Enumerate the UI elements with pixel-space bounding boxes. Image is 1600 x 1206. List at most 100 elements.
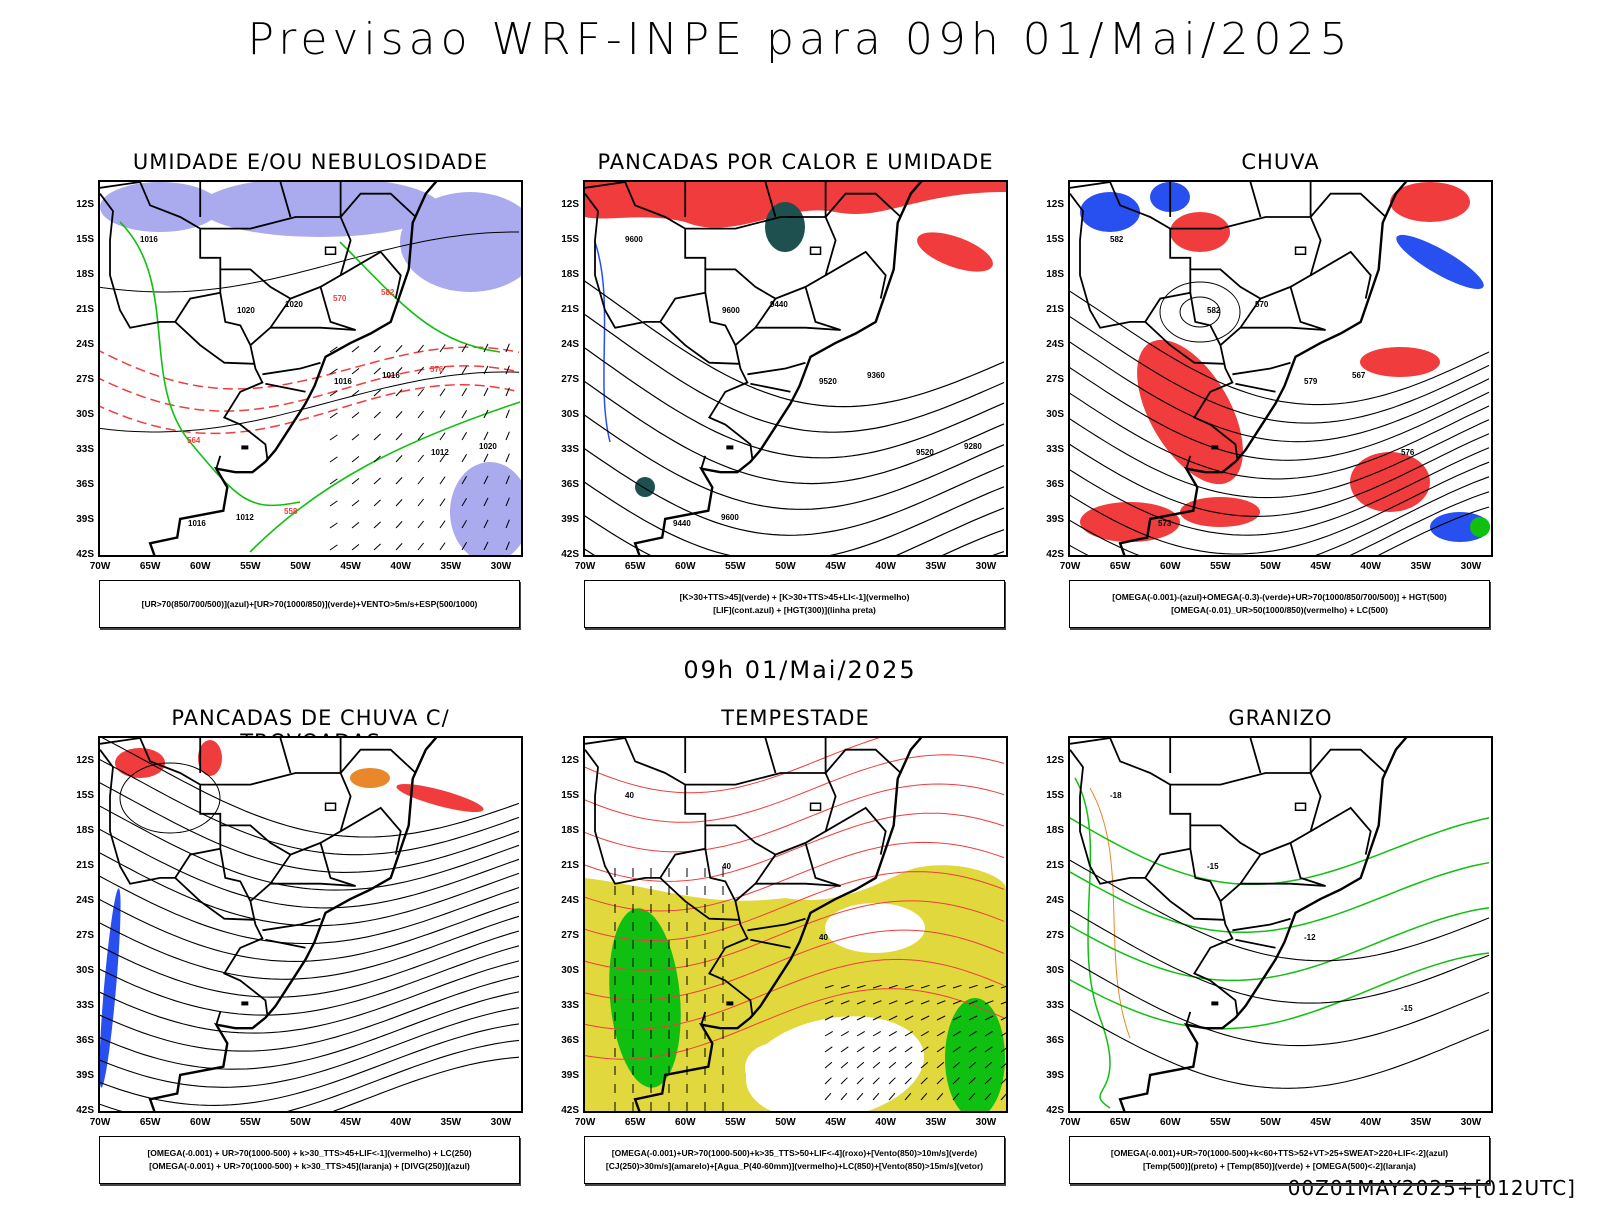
lat-tick-label: 21S bbox=[561, 304, 579, 316]
lon-tick-label: 30W bbox=[975, 561, 997, 572]
shaded-region bbox=[1396, 234, 1484, 290]
shaded-region bbox=[585, 182, 1006, 228]
border-line bbox=[279, 738, 292, 774]
wind-vector bbox=[373, 543, 381, 551]
wind-vector bbox=[856, 1092, 864, 1101]
lat-tick-label: 27S bbox=[1046, 930, 1064, 942]
wind-vector bbox=[329, 478, 338, 485]
contour-line bbox=[1070, 316, 1490, 424]
border-line bbox=[340, 250, 402, 299]
wind-vector bbox=[856, 1030, 865, 1037]
lat-tick-label: 36S bbox=[76, 479, 94, 491]
border-line bbox=[755, 326, 841, 331]
border-line bbox=[200, 772, 352, 856]
lat-tick-label: 12S bbox=[76, 755, 94, 767]
lon-tick-label: 65W bbox=[624, 561, 646, 572]
lon-tick-label: 55W bbox=[725, 561, 746, 572]
panel-title: UMIDADE E/OU NEBULOSIDADE bbox=[132, 150, 489, 174]
lon-tick-label: 60W bbox=[1159, 561, 1181, 572]
border-line bbox=[1170, 216, 1322, 300]
lat-tick-label: 12S bbox=[561, 755, 579, 767]
lon-tick-label: 65W bbox=[139, 561, 161, 572]
contour-line bbox=[585, 347, 1005, 459]
wind-vector bbox=[505, 453, 510, 463]
contour-line bbox=[101, 738, 520, 838]
lon-tick-label: 70W bbox=[574, 1117, 596, 1128]
wind-vector bbox=[417, 498, 424, 507]
wind-vector bbox=[483, 387, 489, 397]
contour-line bbox=[585, 313, 1005, 433]
lat-tick-label: 12S bbox=[1046, 755, 1064, 767]
contour-line bbox=[585, 414, 1005, 510]
wind-vector bbox=[840, 1000, 850, 1005]
wind-vector bbox=[439, 498, 446, 507]
wind-vector bbox=[920, 984, 930, 989]
lon-tick-label: 40W bbox=[390, 1117, 411, 1128]
wind-vector bbox=[417, 454, 424, 463]
reservoir bbox=[324, 246, 337, 256]
lon-tick-label: 40W bbox=[875, 1117, 896, 1128]
wind-vector bbox=[952, 1092, 960, 1101]
lon-tick-label: 60W bbox=[189, 1117, 211, 1128]
wind-vector bbox=[461, 541, 468, 551]
wind-vector bbox=[840, 1061, 849, 1069]
wind-vector bbox=[351, 478, 360, 485]
border-line bbox=[1309, 192, 1387, 218]
contour-label: 576 bbox=[430, 365, 444, 374]
contour-line bbox=[100, 1007, 520, 1088]
lat-tick-label: 33S bbox=[76, 1000, 94, 1012]
map-panel-tempestade: TEMPESTADE 40 40 40 12S 15S 18S 21S 24S 27S 30S 33S… bbox=[543, 706, 1023, 1206]
wind-vector bbox=[920, 1030, 929, 1037]
wind-vector bbox=[373, 455, 381, 463]
wind-vector bbox=[936, 1015, 946, 1021]
border-line bbox=[825, 806, 887, 855]
map-plot: 1016 1020 1016 1012 1016 1020 1016 1020 1012 570 5… bbox=[100, 182, 521, 555]
lat-tick-label: 24S bbox=[76, 895, 94, 907]
wind-vector bbox=[395, 543, 403, 551]
lake bbox=[1211, 1001, 1219, 1006]
map-area: 9600 9600 9520 9520 9440 9440 9360 9280 9600 bbox=[583, 180, 1008, 557]
wind-vector bbox=[872, 1077, 880, 1085]
lon-tick-label: 70W bbox=[574, 561, 596, 572]
shaded-region bbox=[745, 1043, 805, 1093]
contour-line bbox=[100, 945, 520, 1016]
wind-vector bbox=[952, 1030, 961, 1037]
border-line bbox=[804, 286, 841, 331]
lon-tick-label: 70W bbox=[89, 561, 111, 572]
contour-label: 1012 bbox=[431, 448, 449, 457]
wind-vector bbox=[872, 1015, 882, 1021]
wind-vector bbox=[329, 522, 338, 529]
border-line bbox=[1070, 193, 1191, 329]
wind-vector bbox=[395, 455, 403, 463]
lat-tick-label: 24S bbox=[561, 895, 579, 907]
border-line bbox=[1310, 806, 1372, 855]
contour-line bbox=[585, 958, 1005, 1031]
lon-tick-label: 35W bbox=[440, 561, 462, 572]
shaded-region bbox=[1360, 347, 1440, 377]
wind-vector bbox=[373, 499, 381, 507]
wind-vector bbox=[824, 984, 834, 989]
wind-vector bbox=[936, 1061, 945, 1069]
reservoir bbox=[809, 246, 822, 256]
lon-tick-label: 50W bbox=[775, 1117, 796, 1128]
border-line bbox=[585, 749, 706, 885]
wind-vector bbox=[984, 1092, 992, 1101]
contour-line bbox=[1070, 817, 1490, 886]
lat-tick-label: 15S bbox=[561, 790, 579, 802]
valid-time-subtitle: 09h 01/Mai/2025 bbox=[683, 656, 917, 684]
shaded-region bbox=[1080, 502, 1180, 542]
wind-vector bbox=[329, 346, 338, 353]
contour-line bbox=[585, 280, 1005, 408]
shaded-region bbox=[825, 903, 925, 953]
contour-label: 9600 bbox=[722, 306, 740, 315]
border-line bbox=[659, 321, 740, 365]
wind-vector bbox=[395, 411, 403, 419]
contour-line bbox=[1070, 859, 1490, 962]
contour-label: 1016 bbox=[334, 377, 352, 386]
lat-tick-label: 30S bbox=[1046, 965, 1064, 977]
contour-line bbox=[100, 231, 519, 293]
map-area: 1016 1020 1016 1012 1016 1020 1016 1020 1012 570 5… bbox=[98, 180, 523, 557]
shaded-region bbox=[350, 768, 390, 788]
lat-tick-label: 30S bbox=[1046, 409, 1064, 421]
lat-tick-label: 18S bbox=[561, 269, 579, 281]
